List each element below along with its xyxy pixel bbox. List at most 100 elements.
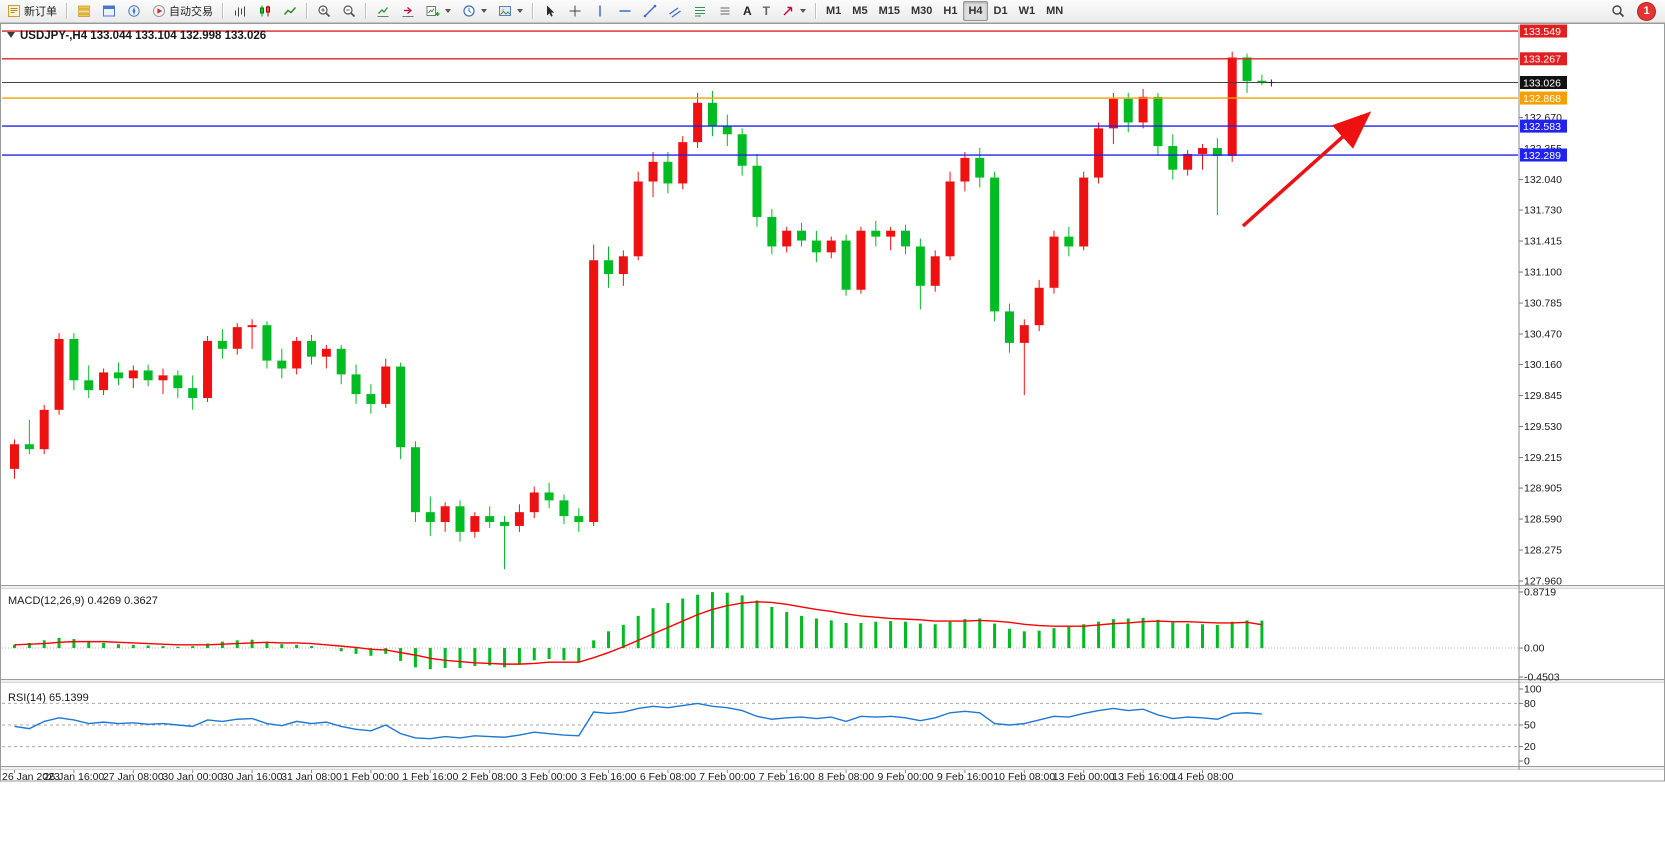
market-watch-button[interactable] — [72, 1, 96, 21]
periods-button[interactable] — [457, 1, 492, 21]
zoom-in-button[interactable] — [312, 1, 336, 21]
auto-trading-icon — [153, 5, 165, 17]
chart-window: 132.670132.355132.040131.730131.415131.1… — [0, 23, 1665, 837]
label-tool-button[interactable]: T — [758, 1, 775, 21]
timeframe-h1[interactable]: H1 — [938, 1, 962, 21]
svg-text:31 Jan 08:00: 31 Jan 08:00 — [281, 771, 342, 783]
svg-text:129.215: 129.215 — [1524, 452, 1562, 464]
chart-titles: USDJPY-,H4 133.044 133.104 132.998 133.0… — [7, 30, 266, 704]
bar-chart-icon — [235, 6, 245, 17]
svg-text:1 Feb 16:00: 1 Feb 16:00 — [402, 771, 458, 783]
horizontal-lines-layer[interactable] — [2, 30, 1518, 156]
svg-text:RSI(14) 65.1399: RSI(14) 65.1399 — [8, 692, 89, 704]
zoom-in-icon — [318, 5, 331, 18]
timeframe-mn[interactable]: MN — [1041, 1, 1068, 21]
svg-text:50: 50 — [1524, 720, 1536, 732]
svg-text:9 Feb 00:00: 9 Feb 00:00 — [877, 771, 933, 783]
svg-text:131.730: 131.730 — [1524, 205, 1562, 217]
svg-text:7 Feb 00:00: 7 Feb 00:00 — [699, 771, 755, 783]
horizontal-line-icon — [619, 10, 631, 12]
svg-text:130.160: 130.160 — [1524, 359, 1562, 371]
fibonacci-button[interactable] — [688, 1, 712, 21]
cursor-button[interactable] — [538, 1, 562, 21]
rsi-panel — [2, 702, 1518, 748]
arrows-tool-button[interactable] — [776, 1, 811, 21]
svg-text:128.590: 128.590 — [1524, 514, 1562, 526]
vertical-line-button[interactable] — [588, 1, 612, 21]
chevron-down-icon — [481, 9, 487, 13]
timeframe-h4[interactable]: H4 — [963, 1, 988, 21]
timeframe-m30[interactable]: M30 — [906, 1, 937, 21]
new-order-icon — [8, 5, 20, 17]
timeframe-m1[interactable]: M1 — [821, 1, 846, 21]
svg-text:1 Feb 00:00: 1 Feb 00:00 — [343, 771, 399, 783]
text-tool-icon: A — [743, 4, 752, 18]
data-window-button[interactable] — [97, 1, 121, 21]
auto-trading-label: 自动交易 — [169, 6, 213, 18]
svg-text:14 Feb 08:00: 14 Feb 08:00 — [1172, 771, 1234, 783]
timeframe-m15[interactable]: M15 — [874, 1, 905, 21]
line-chart-icon — [283, 6, 297, 15]
chart-shift-icon — [402, 7, 414, 17]
auto-trading-button[interactable]: 自动交易 — [147, 1, 218, 21]
crosshair-button[interactable] — [563, 1, 587, 21]
svg-text:MACD(12,26,9) 0.4269 0.3627: MACD(12,26,9) 0.4269 0.3627 — [8, 595, 158, 607]
arrow-tool-icon — [783, 6, 793, 16]
notification-badge[interactable]: 1 — [1638, 2, 1655, 20]
svg-text:133.549: 133.549 — [1523, 26, 1561, 38]
zoom-out-button[interactable] — [337, 1, 361, 21]
svg-text:133.026: 133.026 — [1523, 77, 1561, 89]
compass-icon — [128, 5, 140, 17]
navigator-button[interactable] — [122, 1, 146, 21]
svg-text:30 Jan 00:00: 30 Jan 00:00 — [162, 771, 223, 783]
svg-text:8 Feb 08:00: 8 Feb 08:00 — [818, 771, 874, 783]
svg-text:26 Jan 16:00: 26 Jan 16:00 — [44, 771, 105, 783]
candlestick-icon — [260, 5, 270, 17]
shapes-button[interactable] — [713, 1, 737, 21]
line-chart-button[interactable] — [278, 1, 302, 21]
auto-scroll-button[interactable] — [371, 1, 395, 21]
candlestick-button[interactable] — [253, 1, 277, 21]
horizontal-line-button[interactable] — [613, 1, 637, 21]
toolbar-separator — [306, 3, 308, 19]
search-button[interactable] — [1606, 1, 1630, 21]
timeframe-d1[interactable]: D1 — [989, 1, 1013, 21]
templates-button[interactable] — [493, 1, 528, 21]
channel-button[interactable] — [663, 1, 687, 21]
svg-text:9 Feb 16:00: 9 Feb 16:00 — [937, 771, 993, 783]
svg-text:27 Jan 08:00: 27 Jan 08:00 — [103, 771, 164, 783]
price-chart-canvas[interactable]: 132.670132.355132.040131.730131.415131.1… — [0, 23, 1665, 837]
toolbar-right-group: 1 — [1606, 1, 1663, 21]
toolbar-separator — [66, 3, 68, 19]
chevron-down-icon — [517, 9, 523, 13]
new-chart-button[interactable] — [421, 1, 456, 21]
bar-chart-button[interactable] — [228, 1, 252, 21]
trendline-button[interactable] — [638, 1, 662, 21]
svg-text:132.868: 132.868 — [1523, 93, 1561, 105]
svg-text:3 Feb 16:00: 3 Feb 16:00 — [580, 771, 636, 783]
svg-text:13 Feb 16:00: 13 Feb 16:00 — [1112, 771, 1174, 783]
svg-text:2 Feb 08:00: 2 Feb 08:00 — [462, 771, 518, 783]
new-order-label: 新订单 — [24, 6, 57, 18]
chart-shift-button[interactable] — [396, 1, 420, 21]
candles-layer — [10, 51, 1267, 570]
vertical-line-icon — [599, 5, 601, 17]
timeframe-label: M30 — [910, 5, 933, 17]
chevron-down-icon — [445, 9, 451, 13]
timeframe-label: H1 — [943, 5, 958, 17]
text-tool-button[interactable]: A — [738, 1, 757, 21]
trend-arrow[interactable] — [1241, 111, 1372, 228]
svg-text:131.100: 131.100 — [1524, 267, 1562, 279]
price-axis[interactable]: 132.670132.355132.040131.730131.415131.1… — [1518, 24, 1567, 770]
timeframe-label: M15 — [878, 5, 900, 17]
timeframe-m5[interactable]: M5 — [847, 1, 872, 21]
timeframe-label: M1 — [826, 5, 842, 17]
new-order-button[interactable]: 新订单 — [2, 1, 62, 21]
svg-text:26 Jan 2023: 26 Jan 2023 — [2, 771, 60, 783]
timeframe-w1[interactable]: W1 — [1014, 1, 1041, 21]
channel-icon — [669, 7, 681, 18]
svg-text:100: 100 — [1524, 684, 1542, 696]
svg-text:80: 80 — [1524, 698, 1536, 710]
